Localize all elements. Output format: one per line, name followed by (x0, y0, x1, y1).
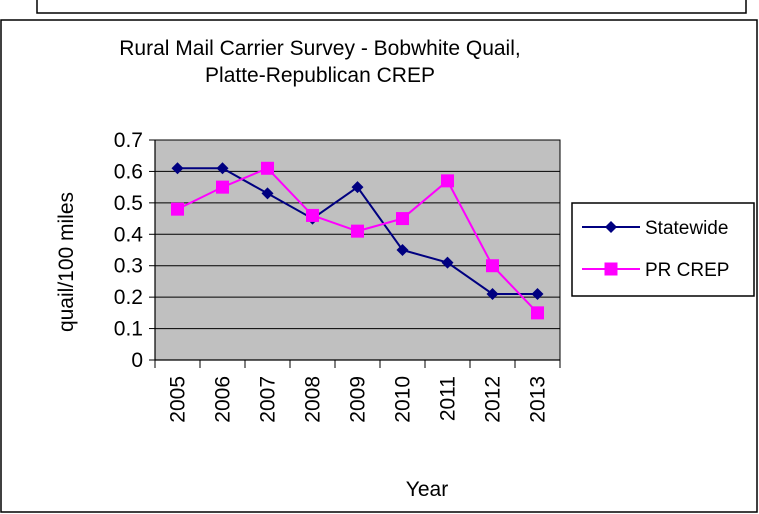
data-point (351, 181, 364, 194)
data-point (216, 162, 229, 175)
x-axis-title: Year (406, 478, 448, 501)
legend: Statewide PR CREP (571, 202, 755, 297)
y-tick-labels: 0 0.1 0.2 0.3 0.4 0.5 0.6 0.7 (114, 129, 144, 372)
data-point (441, 256, 454, 269)
data-point (171, 162, 184, 175)
x-tick-label: 2012 (482, 376, 505, 423)
data-point (531, 306, 544, 320)
data-point (441, 174, 454, 188)
y-tick-label: 0.5 (114, 192, 143, 215)
y-tick-label: 0.3 (114, 255, 143, 278)
series-lines (171, 161, 544, 320)
data-point (486, 288, 499, 300)
legend-marker (605, 221, 617, 233)
y-tick-label: 0.6 (114, 160, 143, 183)
x-tick-label: 2005 (167, 376, 190, 423)
y-tick-label: 0 (131, 349, 143, 372)
x-tick-labels: 2005 2006 2007 2008 2009 2010 2011 2012 2013 (167, 376, 550, 423)
x-tick-label: 2008 (302, 376, 325, 423)
y-tick-label: 0.1 (114, 318, 143, 341)
x-tick-label: 2011 (437, 376, 460, 421)
data-point (261, 187, 274, 200)
legend-box (571, 202, 755, 297)
data-point (171, 202, 184, 216)
data-point (396, 212, 409, 226)
x-tick-label: 2009 (347, 376, 370, 423)
x-tick-label: 2006 (212, 376, 235, 423)
chart-border (0, 19, 758, 513)
x-tick-label: 2007 (257, 376, 280, 423)
data-point (486, 259, 499, 273)
legend-label: Statewide (645, 218, 728, 239)
data-point (351, 224, 364, 238)
data-point (396, 244, 409, 256)
data-point (306, 208, 319, 222)
axes (149, 139, 561, 368)
legend-label: PR CREP (645, 260, 729, 281)
data-point (261, 161, 274, 175)
y-tick-label: 0.2 (114, 286, 143, 309)
y-tick-label: 0.7 (114, 129, 143, 152)
y-axis-title: quail/100 miles (55, 192, 78, 332)
data-point (531, 288, 544, 300)
y-tick-label: 0.4 (114, 223, 144, 246)
x-tick-label: 2013 (527, 376, 550, 423)
chart-title-line-2: Platte-Republican CREP (205, 64, 435, 87)
legend-marker (604, 262, 618, 276)
x-tick-label: 2010 (392, 376, 415, 423)
data-point (216, 180, 229, 194)
plot-area (154, 139, 561, 361)
cropped-top-box (36, 0, 747, 14)
chart-title-line-1: Rural Mail Carrier Survey - Bobwhite Qua… (119, 37, 521, 60)
